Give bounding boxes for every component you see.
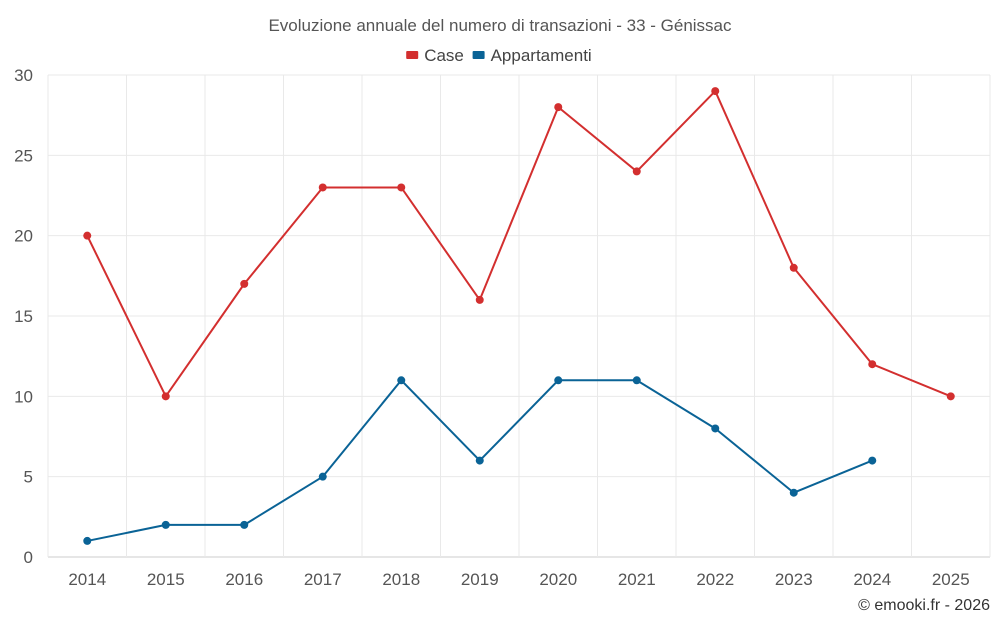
data-point bbox=[475, 456, 484, 465]
y-tick-label: 30 bbox=[14, 66, 33, 85]
legend-swatch bbox=[406, 51, 419, 59]
data-point bbox=[318, 183, 327, 192]
data-point bbox=[946, 392, 955, 401]
data-point bbox=[711, 87, 720, 96]
data-point bbox=[397, 376, 406, 385]
data-point bbox=[475, 295, 484, 304]
legend-item-appartamenti: Appartamenti bbox=[472, 46, 592, 65]
series-appartamenti bbox=[83, 376, 877, 545]
data-point bbox=[161, 392, 170, 401]
y-tick-label: 0 bbox=[24, 548, 33, 567]
series-layer bbox=[83, 87, 955, 545]
grid bbox=[47, 74, 991, 558]
chart-title: Evoluzione annuale del numero di transaz… bbox=[268, 16, 732, 35]
data-point bbox=[632, 376, 641, 385]
legend-item-case: Case bbox=[406, 46, 464, 65]
x-tick-label: 2025 bbox=[932, 570, 970, 589]
data-point bbox=[240, 279, 249, 288]
x-tick-label: 2020 bbox=[539, 570, 577, 589]
data-point bbox=[868, 360, 877, 369]
x-tick-label: 2019 bbox=[461, 570, 499, 589]
series-line bbox=[86, 90, 952, 398]
data-point bbox=[161, 520, 170, 529]
data-point bbox=[711, 424, 720, 433]
data-point bbox=[789, 263, 798, 272]
y-tick-label: 10 bbox=[14, 387, 33, 406]
legend-label: Case bbox=[424, 46, 464, 65]
x-tick-label: 2024 bbox=[853, 570, 891, 589]
credit-text: © emooki.fr - 2026 bbox=[858, 597, 990, 614]
y-tick-label: 5 bbox=[24, 468, 33, 487]
data-point bbox=[868, 456, 877, 465]
x-tick-label: 2023 bbox=[775, 570, 813, 589]
x-tick-label: 2015 bbox=[147, 570, 185, 589]
x-tick-label: 2016 bbox=[225, 570, 263, 589]
legend-swatch bbox=[472, 51, 485, 59]
data-point bbox=[554, 103, 563, 112]
data-point bbox=[83, 231, 92, 240]
x-tick-label: 2018 bbox=[382, 570, 420, 589]
legend: Case Appartamenti bbox=[406, 46, 592, 65]
x-tick-label: 2021 bbox=[618, 570, 656, 589]
data-point bbox=[632, 167, 641, 176]
data-point bbox=[789, 488, 798, 497]
x-tick-label: 2022 bbox=[696, 570, 734, 589]
data-point bbox=[397, 183, 406, 192]
data-point bbox=[318, 472, 327, 481]
y-tick-label: 25 bbox=[14, 146, 33, 165]
y-tick-label: 15 bbox=[14, 307, 33, 326]
data-point bbox=[83, 536, 92, 545]
legend-label: Appartamenti bbox=[491, 46, 592, 65]
data-point bbox=[240, 520, 249, 529]
data-point bbox=[554, 376, 563, 385]
x-tick-label: 2017 bbox=[304, 570, 342, 589]
y-tick-label: 20 bbox=[14, 227, 33, 246]
x-tick-label: 2014 bbox=[68, 570, 106, 589]
series-case bbox=[83, 87, 955, 401]
